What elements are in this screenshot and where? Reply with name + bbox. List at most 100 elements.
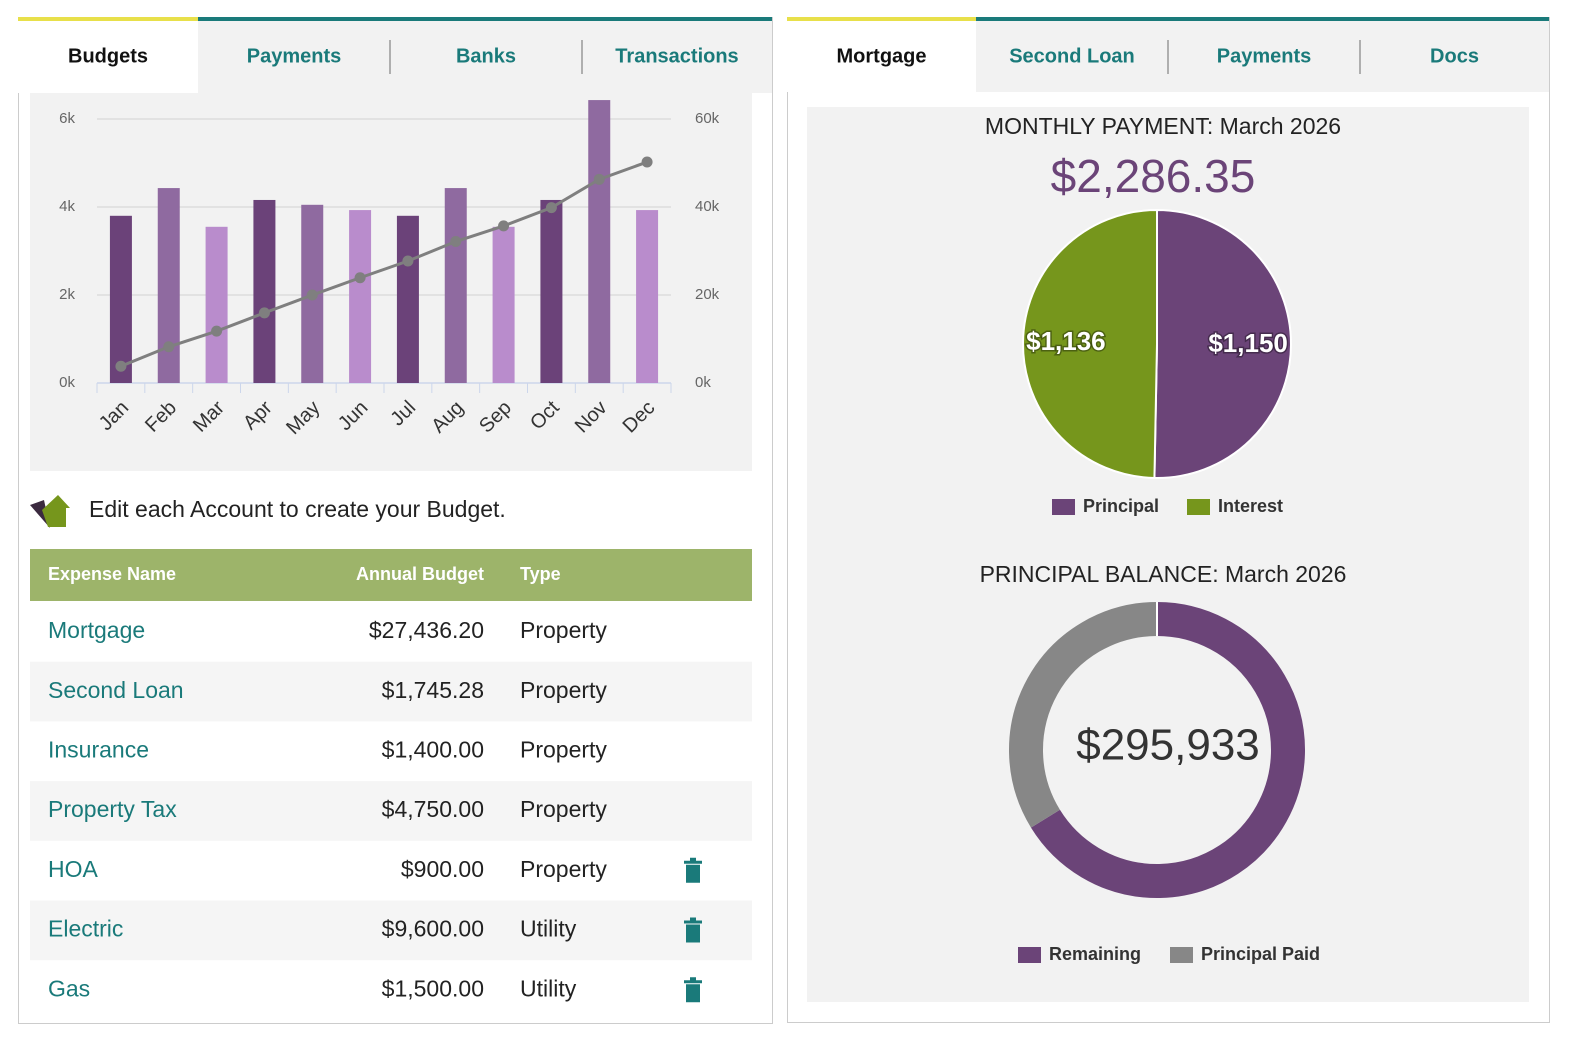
bar [109,215,132,383]
y-tick-label: 2k [59,286,75,303]
tab[interactable]: Budgets [68,45,148,67]
line-point [402,255,414,267]
tab-bar [787,17,976,21]
expense-name[interactable]: Second Loan [48,677,184,703]
table-row [30,840,752,901]
expense-type: Utility [520,916,577,942]
chart-area [30,93,752,471]
expense-type: Utility [520,975,577,1001]
legend-swatch [1170,947,1193,963]
bar [492,226,515,383]
y-tick-label: 6k [59,110,75,127]
line-point [450,236,462,248]
tab[interactable]: Payments [1217,45,1312,67]
slice-label: $1,150 [1208,328,1288,358]
tab[interactable]: Transactions [615,45,738,67]
table-row [30,960,752,1021]
expense-type: Property [520,677,607,703]
expense-name[interactable]: HOA [48,856,99,882]
tab-bar [18,17,198,21]
table-row [30,900,752,961]
tab-bg [787,17,976,92]
expense-name[interactable]: Electric [48,916,123,942]
chart-subtitle: $2,286.35 [1051,150,1256,202]
y2-tick-label: 0k [695,374,711,391]
tab[interactable]: Mortgage [837,45,927,67]
line-point [498,220,510,232]
expense-name[interactable]: Property Tax [48,796,177,822]
legend-swatch [1187,499,1210,515]
pie-slice [1153,208,1293,479]
line-point [545,202,557,214]
annual-budget: $9,600.00 [382,916,484,942]
table-row [30,661,752,722]
line-point [258,307,270,319]
y2-tick-label: 20k [695,286,720,303]
legend-swatch [1052,499,1075,515]
delete-button[interactable] [684,857,702,883]
tab-bar [1360,17,1549,21]
table-header [30,549,752,601]
bar [396,215,419,383]
note-icon [30,495,70,528]
legend-label[interactable]: Principal [1083,496,1159,516]
tab-bg [976,17,1168,92]
cumulative-line [120,160,648,368]
tab-bg [390,17,582,93]
y-tick-label: 4k [59,198,75,215]
line-point [163,341,175,353]
annual-budget: $1,745.28 [382,677,484,703]
tab[interactable]: Banks [456,45,516,67]
table-row [30,781,752,842]
chart-title: PRINCIPAL BALANCE: March 2026 [980,561,1347,587]
line-point [211,325,223,337]
tab-bar [390,17,582,21]
legend-label[interactable]: Interest [1218,496,1283,516]
bar [253,199,276,383]
slice-label: $1,136 [1026,326,1106,356]
delete-button[interactable] [684,977,702,1003]
tab[interactable]: Second Loan [1009,45,1135,67]
expense-name[interactable]: Mortgage [48,617,145,643]
annual-budget: $900.00 [401,856,484,882]
annual-budget: $27,436.20 [369,617,484,643]
bar [540,199,563,383]
tab-bar [582,17,772,21]
y-tick-label: 0k [59,374,75,391]
pie-slice [1022,208,1158,479]
expense-name[interactable]: Gas [48,975,90,1001]
annual-budget: $1,400.00 [382,736,484,762]
expense-type: Property [520,856,607,882]
bar [444,188,467,383]
bar [157,188,180,383]
line-point [593,173,605,185]
y2-tick-label: 40k [695,198,720,215]
expense-type: Property [520,617,607,643]
tab-bg [1360,17,1549,92]
tab-bar [976,17,1168,21]
tab-bg [582,17,772,93]
legend-swatch [1018,947,1041,963]
column-header: Type [520,564,561,584]
line-point [641,156,653,168]
delete-button[interactable] [684,917,702,943]
center-label: $295,933 [1076,721,1260,770]
tab-bg [18,17,198,93]
expense-type: Property [520,736,607,762]
expense-name[interactable]: Insurance [48,736,149,762]
tab[interactable]: Docs [1430,45,1479,67]
chart-title: MONTHLY PAYMENT: March 2026 [985,113,1341,139]
tab[interactable]: Payments [247,45,342,67]
column-header: Annual Budget [356,564,484,584]
annual-budget: $1,500.00 [382,975,484,1001]
y2-tick-label: 60k [695,110,720,127]
bar [349,210,372,383]
legend-label[interactable]: Principal Paid [1201,944,1320,964]
line-point [115,360,127,372]
expense-type: Property [520,796,607,822]
tab-bg [198,17,390,93]
annual-budget: $4,750.00 [382,796,484,822]
legend-label[interactable]: Remaining [1049,944,1141,964]
